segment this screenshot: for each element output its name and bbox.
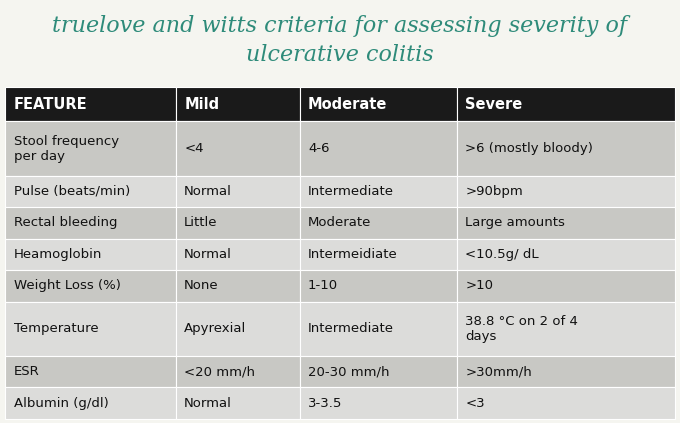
Text: 20-30 mm/h: 20-30 mm/h	[308, 365, 390, 378]
Text: 1-10: 1-10	[308, 279, 338, 292]
Text: Normal: Normal	[184, 248, 232, 261]
FancyBboxPatch shape	[5, 121, 176, 176]
FancyBboxPatch shape	[5, 87, 176, 121]
FancyBboxPatch shape	[176, 207, 300, 239]
FancyBboxPatch shape	[176, 270, 300, 302]
Text: >30mm/h: >30mm/h	[465, 365, 532, 378]
Text: truelove and witts criteria for assessing severity of: truelove and witts criteria for assessin…	[52, 15, 628, 37]
Text: Little: Little	[184, 217, 218, 229]
Text: Intermediate: Intermediate	[308, 322, 394, 335]
FancyBboxPatch shape	[300, 176, 457, 207]
Text: Moderate: Moderate	[308, 96, 388, 112]
Text: Severe: Severe	[465, 96, 522, 112]
Text: ESR: ESR	[14, 365, 39, 378]
FancyBboxPatch shape	[176, 239, 300, 270]
FancyBboxPatch shape	[457, 87, 675, 121]
FancyBboxPatch shape	[176, 302, 300, 356]
Text: Stool frequency
per day: Stool frequency per day	[14, 135, 119, 162]
FancyBboxPatch shape	[457, 239, 675, 270]
Text: Mild: Mild	[184, 96, 220, 112]
Text: >10: >10	[465, 279, 493, 292]
FancyBboxPatch shape	[457, 176, 675, 207]
FancyBboxPatch shape	[5, 176, 176, 207]
FancyBboxPatch shape	[300, 87, 457, 121]
FancyBboxPatch shape	[300, 207, 457, 239]
Text: Heamoglobin: Heamoglobin	[14, 248, 102, 261]
FancyBboxPatch shape	[176, 176, 300, 207]
Text: <3: <3	[465, 396, 485, 409]
FancyBboxPatch shape	[5, 387, 176, 419]
FancyBboxPatch shape	[300, 302, 457, 356]
Text: >6 (mostly bloody): >6 (mostly bloody)	[465, 142, 593, 155]
Text: <10.5g/ dL: <10.5g/ dL	[465, 248, 539, 261]
Text: Rectal bleeding: Rectal bleeding	[14, 217, 117, 229]
FancyBboxPatch shape	[300, 121, 457, 176]
FancyBboxPatch shape	[300, 387, 457, 419]
Text: ulcerative colitis: ulcerative colitis	[246, 44, 434, 66]
Text: Temperature: Temperature	[14, 322, 98, 335]
FancyBboxPatch shape	[457, 270, 675, 302]
Text: None: None	[184, 279, 219, 292]
FancyBboxPatch shape	[457, 121, 675, 176]
Text: Pulse (beats/min): Pulse (beats/min)	[14, 185, 130, 198]
FancyBboxPatch shape	[457, 207, 675, 239]
FancyBboxPatch shape	[457, 356, 675, 387]
FancyBboxPatch shape	[176, 121, 300, 176]
FancyBboxPatch shape	[176, 387, 300, 419]
Text: 3-3.5: 3-3.5	[308, 396, 343, 409]
FancyBboxPatch shape	[5, 239, 176, 270]
FancyBboxPatch shape	[5, 207, 176, 239]
FancyBboxPatch shape	[457, 387, 675, 419]
FancyBboxPatch shape	[176, 87, 300, 121]
Text: Intermediate: Intermediate	[308, 185, 394, 198]
Text: Normal: Normal	[184, 396, 232, 409]
Text: <20 mm/h: <20 mm/h	[184, 365, 255, 378]
Text: 38.8 °C on 2 of 4
days: 38.8 °C on 2 of 4 days	[465, 315, 578, 343]
Text: Weight Loss (%): Weight Loss (%)	[14, 279, 120, 292]
Text: Apyrexial: Apyrexial	[184, 322, 246, 335]
FancyBboxPatch shape	[300, 239, 457, 270]
FancyBboxPatch shape	[300, 356, 457, 387]
FancyBboxPatch shape	[5, 356, 176, 387]
Text: Large amounts: Large amounts	[465, 217, 565, 229]
Text: Moderate: Moderate	[308, 217, 371, 229]
FancyBboxPatch shape	[300, 270, 457, 302]
FancyBboxPatch shape	[457, 302, 675, 356]
Text: Albumin (g/dl): Albumin (g/dl)	[14, 396, 108, 409]
FancyBboxPatch shape	[5, 270, 176, 302]
Text: <4: <4	[184, 142, 204, 155]
Text: 4-6: 4-6	[308, 142, 330, 155]
Text: FEATURE: FEATURE	[14, 96, 87, 112]
FancyBboxPatch shape	[5, 302, 176, 356]
Text: >90bpm: >90bpm	[465, 185, 523, 198]
Text: Normal: Normal	[184, 185, 232, 198]
Text: Intermeidiate: Intermeidiate	[308, 248, 398, 261]
FancyBboxPatch shape	[176, 356, 300, 387]
